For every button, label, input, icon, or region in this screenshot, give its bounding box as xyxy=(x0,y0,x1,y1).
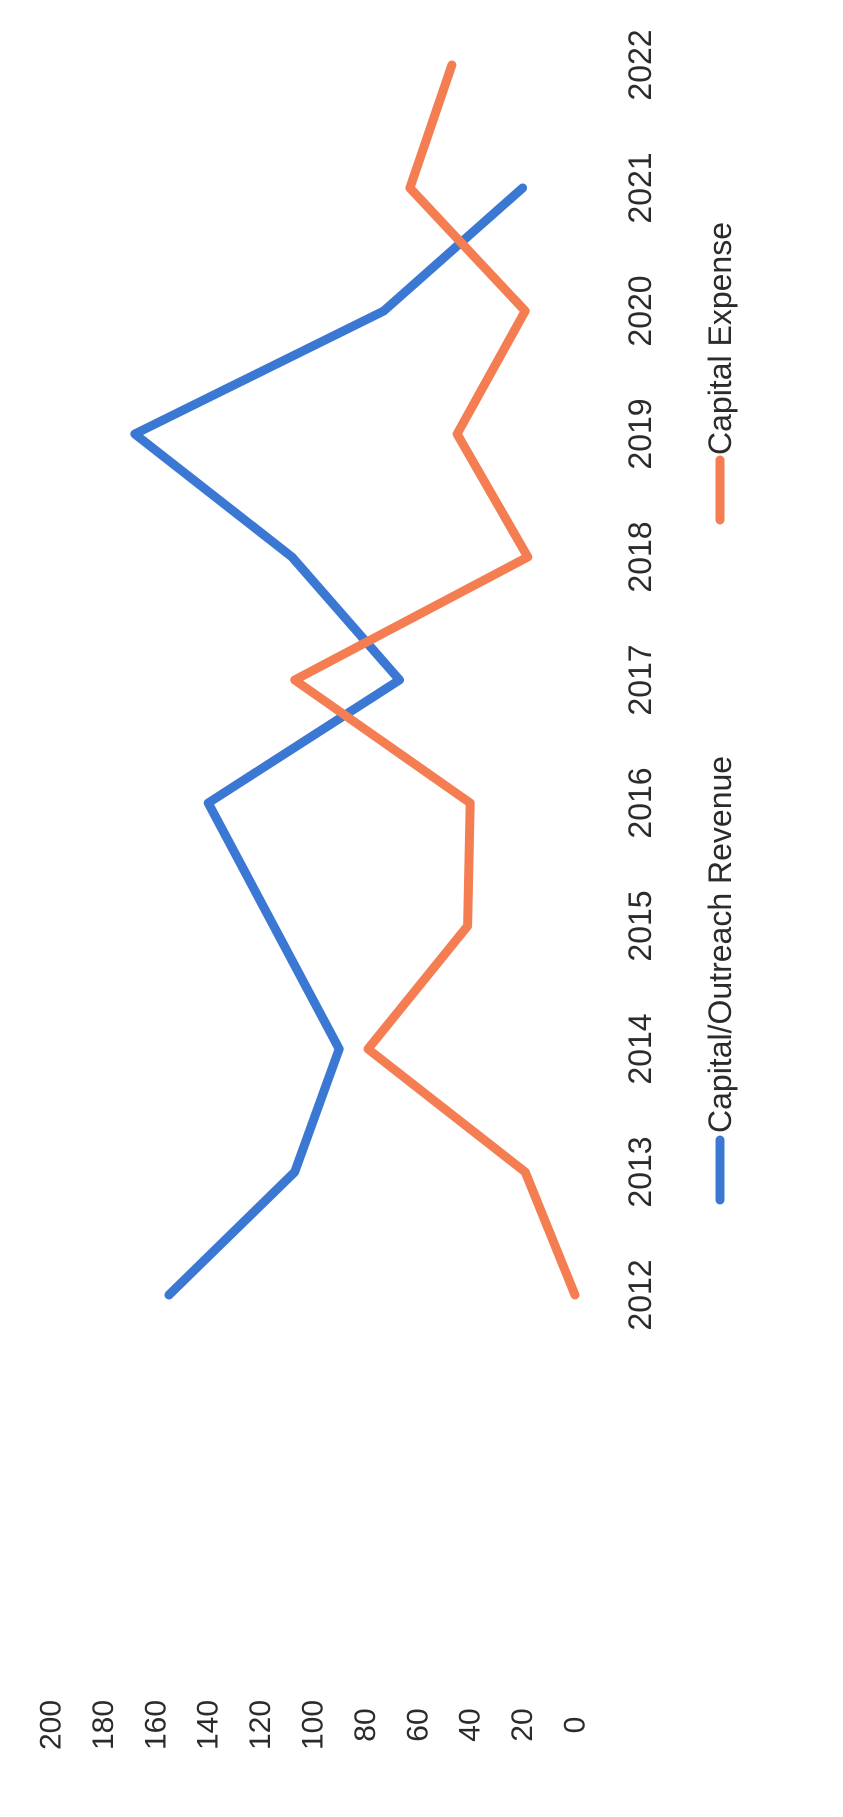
y-axis: 200 180 160 140 120 100 80 60 40 20 0 xyxy=(35,1700,592,1750)
x-tick-label: 2013 xyxy=(622,1136,658,1207)
y-tick-label: 80 xyxy=(349,1708,382,1741)
x-tick-label: 2020 xyxy=(622,275,658,346)
x-axis: 2012 2013 2014 2015 2016 2017 2018 2019 2020 2021… xyxy=(622,29,658,1330)
y-tick-label: 20 xyxy=(506,1708,539,1741)
x-tick-label: 2018 xyxy=(622,521,658,592)
x-tick-label: 2019 xyxy=(622,398,658,469)
y-tick-label: 160 xyxy=(139,1700,172,1750)
y-tick-label: 120 xyxy=(244,1700,277,1750)
y-tick-label: 200 xyxy=(35,1700,68,1750)
y-tick-label: 40 xyxy=(454,1708,487,1741)
x-tick-label: 2014 xyxy=(622,1013,658,1084)
y-tick-label: 100 xyxy=(297,1700,330,1750)
x-tick-label: 2015 xyxy=(622,890,658,961)
series-line-0 xyxy=(130,183,528,1300)
plot-area xyxy=(130,60,580,1300)
y-tick-label: 180 xyxy=(87,1700,120,1750)
y-tick-label: 0 xyxy=(559,1717,592,1734)
x-tick-label: 2017 xyxy=(622,644,658,715)
y-tick-label: 60 xyxy=(401,1708,434,1741)
x-tick-label: 2016 xyxy=(622,767,658,838)
y-tick-label: 140 xyxy=(192,1700,225,1750)
x-tick-label: 2021 xyxy=(622,152,658,223)
legend: Capital/Outreach Revenue Capital Expense xyxy=(702,222,738,1205)
x-tick-label: 2022 xyxy=(622,29,658,100)
x-tick-label: 2012 xyxy=(622,1259,658,1330)
legend-label: Capital/Outreach Revenue xyxy=(702,756,738,1133)
series-line-1 xyxy=(290,60,580,1300)
legend-label: Capital Expense xyxy=(702,222,738,455)
